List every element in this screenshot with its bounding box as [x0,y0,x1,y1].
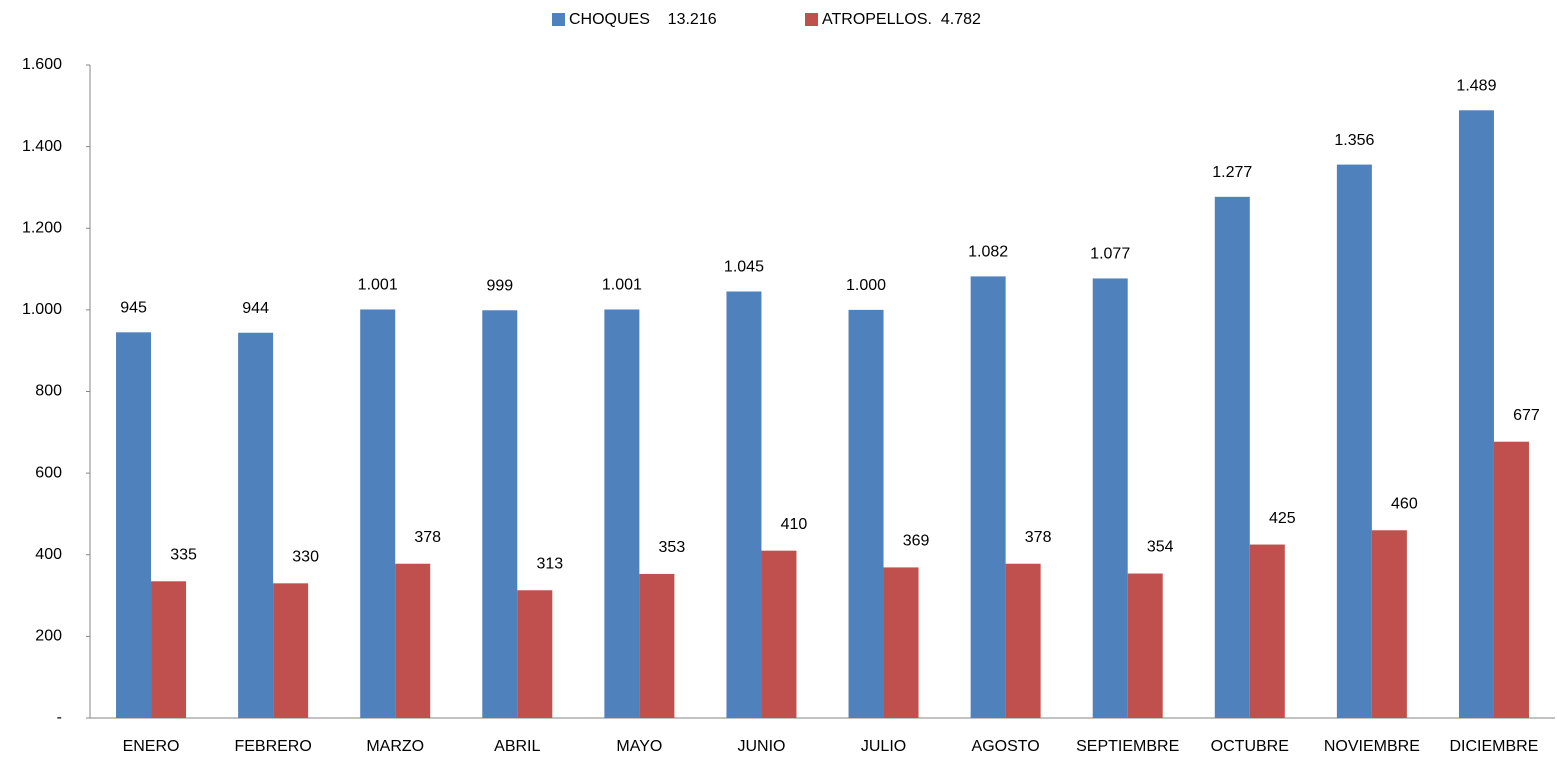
bar [761,550,797,718]
x-tick-label: OCTUBRE [1211,738,1289,755]
bar [273,583,309,718]
value-label: 425 [1269,510,1296,527]
x-tick-label: ABRIL [494,738,540,755]
value-label: 1.082 [968,244,1008,261]
bar [116,332,152,718]
bar [1005,563,1041,718]
value-label: 353 [659,539,686,556]
x-tick-label: NOVIEMBRE [1324,738,1420,755]
x-tick-label: ENERO [123,738,180,755]
x-tick-label: MARZO [366,738,424,755]
bar [1092,278,1128,718]
bar [1214,196,1250,719]
value-label: 1.000 [846,277,886,294]
bar [517,590,553,718]
bar [1249,544,1285,718]
bar [238,332,274,718]
legend-label: ATROPELLOS. 4.782 [822,11,981,28]
x-tick-label: AGOSTO [972,738,1040,755]
bar [1458,110,1494,718]
bar [360,309,396,718]
x-tick-label: MAYO [616,738,662,755]
legend-swatch [552,13,565,26]
value-label: 378 [414,529,441,546]
value-label: 410 [781,516,808,533]
value-label: 1.001 [358,277,398,294]
bar [1493,441,1529,718]
bar [1336,164,1372,718]
y-tick-label: 600 [35,464,62,481]
bar [604,309,640,718]
value-label: 1.489 [1456,78,1496,95]
value-label: 1.001 [602,277,642,294]
bar [1371,530,1407,718]
y-tick-label: 1.400 [22,138,62,155]
bar [639,573,675,718]
y-tick-label: 800 [35,383,62,400]
x-tick-label: DICIEMBRE [1450,738,1539,755]
value-label: 354 [1147,539,1174,556]
bar [883,567,919,718]
value-label: 945 [120,300,147,317]
value-label: 1.356 [1334,132,1374,149]
value-label: 999 [486,278,513,295]
value-label: 378 [1025,529,1052,546]
value-label: 335 [170,546,197,563]
y-tick-label: 400 [35,546,62,563]
bar [482,310,518,718]
value-label: 1.077 [1090,246,1130,263]
y-tick-label: 200 [35,628,62,645]
value-label: 330 [292,549,319,566]
value-label: 460 [1391,495,1418,512]
value-label: 677 [1513,407,1540,424]
value-label: 313 [536,555,563,572]
bar [395,563,431,718]
bar [1127,573,1163,718]
y-tick-label: 1.200 [22,219,62,236]
value-label: 944 [242,300,269,317]
value-label: 1.045 [724,259,764,276]
x-tick-label: FEBRERO [234,738,311,755]
y-tick-label: 1.600 [22,56,62,73]
value-label: 369 [903,533,930,550]
y-tick-label: - [57,709,62,726]
x-tick-label: JUNIO [737,738,785,755]
x-tick-label: JULIO [861,738,906,755]
bar [970,276,1006,718]
x-tick-label: SEPTIEMBRE [1076,738,1179,755]
value-label: 1.277 [1212,164,1252,181]
bar [726,291,762,718]
bar [848,309,884,718]
legend-swatch [805,13,818,26]
legend-label: CHOQUES 13.216 [569,11,717,28]
y-tick-label: 1.000 [22,301,62,318]
bar [151,581,187,718]
